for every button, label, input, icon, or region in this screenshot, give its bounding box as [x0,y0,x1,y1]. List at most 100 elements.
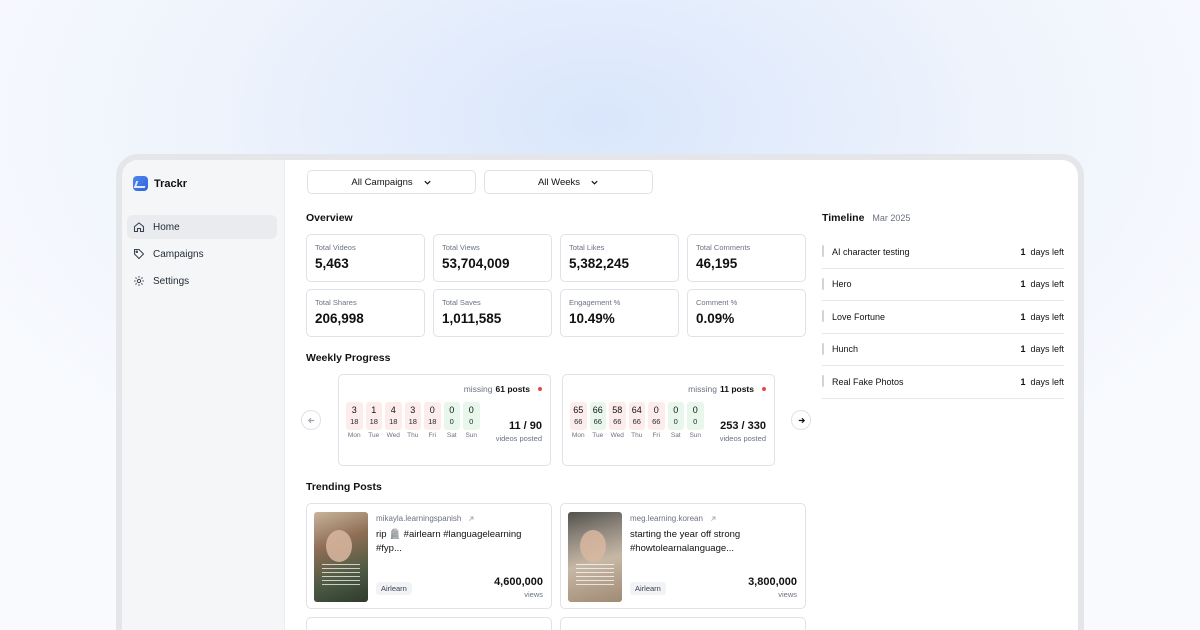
stat-label: Total Saves [442,298,481,307]
day-target: 66 [593,417,602,426]
day-name: Wed [610,432,624,439]
stat-value: 1,011,585 [442,311,502,326]
stat-value: 206,998 [315,311,364,326]
sidebar-item-home[interactable]: Home [127,215,277,239]
day-posted: 1 [371,405,377,415]
trending-post-card[interactable]: mikayla.learningspanish rip 🪦 #airlearn … [306,503,552,609]
campaign-tag: Airlearn [630,582,666,595]
videos-posted: 253 / 330 videos posted [720,420,766,443]
tag-icon [133,248,145,260]
day-name: Sun [689,432,702,439]
post-thumbnail[interactable] [568,512,622,602]
day-posted: 64 [631,405,642,415]
stat-value: 5,463 [315,256,349,271]
trending-posts-title: Trending Posts [306,481,382,493]
author-handle: meg.learning.korean [630,514,703,523]
weekly-progress-title: Weekly Progress [306,352,391,364]
campaign-select[interactable]: All Campaigns [307,170,476,194]
week-select[interactable]: All Weeks [484,170,653,194]
day-column: 65 66 Mon [570,402,587,439]
day-target: 66 [574,417,583,426]
stat-label: Engagement % [569,298,621,307]
trending-post-card[interactable] [306,617,552,630]
missing-count: 11 posts [719,384,754,394]
missing-dot-icon [762,387,766,391]
timeline-item[interactable]: AI character testing 1 days left [822,236,1064,269]
stat-value: 53,704,009 [442,256,510,271]
timeline-item[interactable]: Hero 1 days left [822,269,1064,301]
day-name: Thu [631,432,643,439]
stat-card-total-comments: Total Comments 46,195 [687,234,806,282]
trackr-logo-icon [133,176,148,191]
timeline-item[interactable]: Real Fake Photos 1 days left [822,366,1064,399]
days-suffix: days left [1030,311,1064,322]
day-cell: 4 18 [385,402,402,430]
day-name: Fri [428,432,437,439]
day-name: Mon [571,432,585,439]
timeline-item[interactable]: Love Fortune 1 days left [822,301,1064,334]
stat-label: Total Likes [569,243,605,252]
days-suffix: days left [1030,279,1064,290]
trending-post-card[interactable]: meg.learning.korean starting the year of… [560,503,806,609]
brand[interactable]: Trackr [133,176,187,191]
day-posted: 0 [468,405,474,415]
filter-bar: All Campaigns All Weeks [307,170,653,194]
external-link-icon [469,516,474,521]
post-thumbnail[interactable] [314,512,368,602]
day-posted: 0 [692,405,698,415]
day-cell: 3 18 [404,402,421,430]
weekly-prev-button[interactable] [301,410,321,430]
day-column: 0 0 Sun [687,402,704,439]
day-target: 66 [613,417,622,426]
sidebar-item-settings[interactable]: Settings [127,269,277,293]
home-icon [133,221,145,233]
stat-label: Total Comments [696,243,751,252]
timeline-header: Timeline Mar 2025 [822,212,910,224]
campaign-name: AI character testing [832,246,910,257]
day-target: 0 [469,417,474,426]
day-name: Wed [386,432,400,439]
stat-card-total-videos: Total Videos 5,463 [306,234,425,282]
day-column: 3 18 Mon [346,402,363,439]
day-target: 18 [428,417,437,426]
day-name: Mon [347,432,361,439]
days-suffix: days left [1030,344,1064,355]
weekly-next-button[interactable] [791,410,811,430]
timeline-item[interactable]: Hunch 1 days left [822,334,1064,366]
day-column: 0 0 Sat [443,402,460,439]
day-posted: 0 [673,405,679,415]
author-handle: mikayla.learningspanish [376,514,462,523]
app-name: Trackr [154,177,188,190]
day-column: 58 66 Wed [609,402,626,439]
sidebar: Trackr Home Campaigns [122,160,285,630]
week-card[interactable]: missing 11 posts 65 66 Mon 66 66 Tue 58 66 Wed… [562,374,775,466]
post-author[interactable]: mikayla.learningspanish [376,514,475,523]
stat-label: Comment % [696,298,738,307]
stat-card-total-likes: Total Likes 5,382,245 [560,234,679,282]
campaign-tag: Airlearn [376,582,412,595]
stat-value: 5,382,245 [569,256,630,271]
sidebar-item-campaigns[interactable]: Campaigns [127,242,277,266]
views-count: 4,600,000 [494,576,543,588]
day-target: 18 [350,417,359,426]
sidebar-nav: Home Campaigns Settings [127,215,277,296]
gear-icon [133,275,145,287]
sidebar-item-label: Settings [153,275,190,287]
trending-post-card[interactable] [560,617,806,630]
missing-label: missing [463,384,493,394]
day-posted: 66 [592,405,603,415]
days-left: 1 days left [1020,344,1064,354]
views-label: views [778,590,797,599]
day-cell: 0 18 [424,402,441,430]
day-cell: 64 66 [628,402,645,430]
timeline-title: Timeline [822,212,865,224]
arrow-left-icon [307,417,314,423]
day-target: 0 [673,417,678,426]
overview-title: Overview [306,212,353,224]
stat-value: 10.49% [569,311,615,326]
day-name: Tue [368,432,380,439]
post-author[interactable]: meg.learning.korean [630,514,717,523]
day-target: 66 [652,417,661,426]
